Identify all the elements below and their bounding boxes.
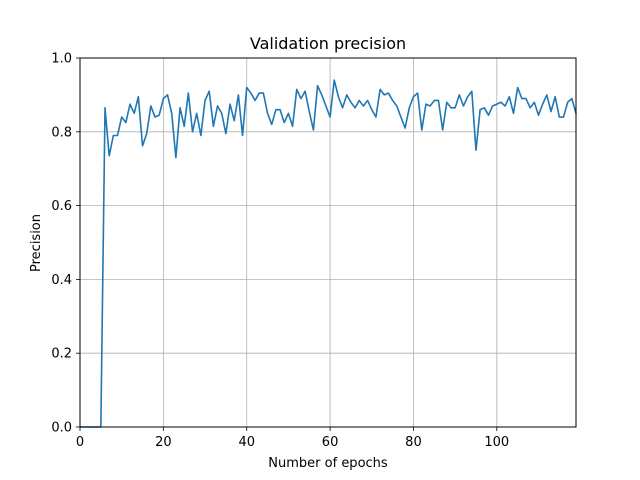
x-tick-label: 20 xyxy=(155,435,172,450)
series-line xyxy=(79,79,577,428)
plot-frame xyxy=(79,57,577,428)
y-tick-label: 0.0 xyxy=(51,421,72,436)
x-tick-label: 100 xyxy=(484,435,509,450)
x-tick-label: 80 xyxy=(405,435,422,450)
line-layer xyxy=(79,79,577,428)
x-tick-label: 0 xyxy=(76,435,84,450)
x-tick-label: 60 xyxy=(322,435,339,450)
y-tick-label: 0.2 xyxy=(51,347,72,362)
x-axis-label: Number of epochs xyxy=(268,456,388,471)
chart-title: Validation precision xyxy=(250,34,406,53)
y-tick-label: 0.6 xyxy=(51,199,72,214)
x-tick-label: 40 xyxy=(238,435,255,450)
y-axis-label: Precision xyxy=(29,214,44,272)
y-tick-label: 0.4 xyxy=(51,273,72,288)
y-tick-label: 0.8 xyxy=(51,125,72,140)
ticks: 0 20 40 60 80 100 0.0 0.2 0.4 0.6 0.8 1.0 xyxy=(51,52,509,451)
y-tick-label: 1.0 xyxy=(51,52,72,67)
